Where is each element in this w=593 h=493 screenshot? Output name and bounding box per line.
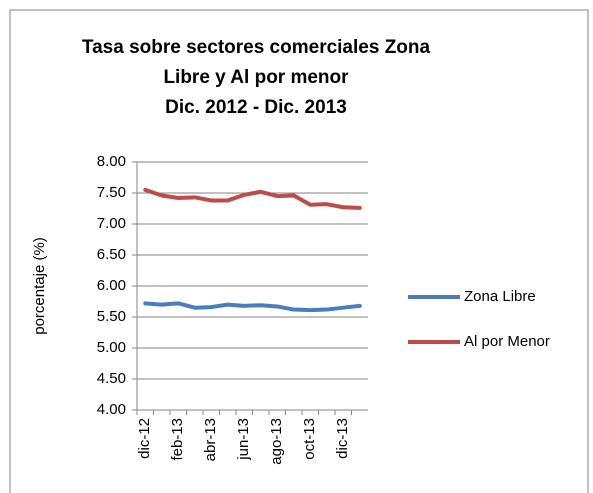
y-tick-label: 4.50: [97, 370, 126, 387]
x-tick-label: dic-13: [334, 418, 351, 459]
x-tick-label: feb-13: [169, 418, 186, 461]
x-tick-label: abr-13: [202, 418, 219, 461]
y-tick-label: 7.00: [97, 215, 126, 232]
chart-frame: [9, 9, 589, 493]
chart-title: Dic. 2012 - Dic. 2013: [165, 97, 347, 118]
x-tick-label: ago-13: [268, 418, 285, 465]
y-tick-label: 5.00: [97, 339, 126, 356]
chart-title: Tasa sobre sectores comerciales Zona: [82, 37, 431, 58]
y-tick-label: 6.00: [97, 277, 126, 294]
x-tick-label: jun-13: [235, 418, 252, 461]
y-tick-label: 7.50: [97, 184, 126, 201]
legend-label: Al por Menor: [464, 333, 550, 350]
chart-title: Libre y Al por menor: [163, 67, 349, 88]
series-line: [143, 187, 362, 210]
series-line: [143, 301, 362, 313]
y-tick-label: 6.50: [97, 246, 126, 263]
x-tick-label: dic-12: [136, 418, 153, 459]
y-tick-label: 4.00: [97, 401, 126, 418]
y-tick-label: 5.50: [97, 308, 126, 325]
x-tick-label: oct-13: [301, 418, 318, 460]
legend-label: Zona Libre: [464, 288, 536, 305]
y-axis-label: porcentaje (%): [31, 237, 48, 335]
y-tick-label: 8.00: [97, 153, 126, 170]
